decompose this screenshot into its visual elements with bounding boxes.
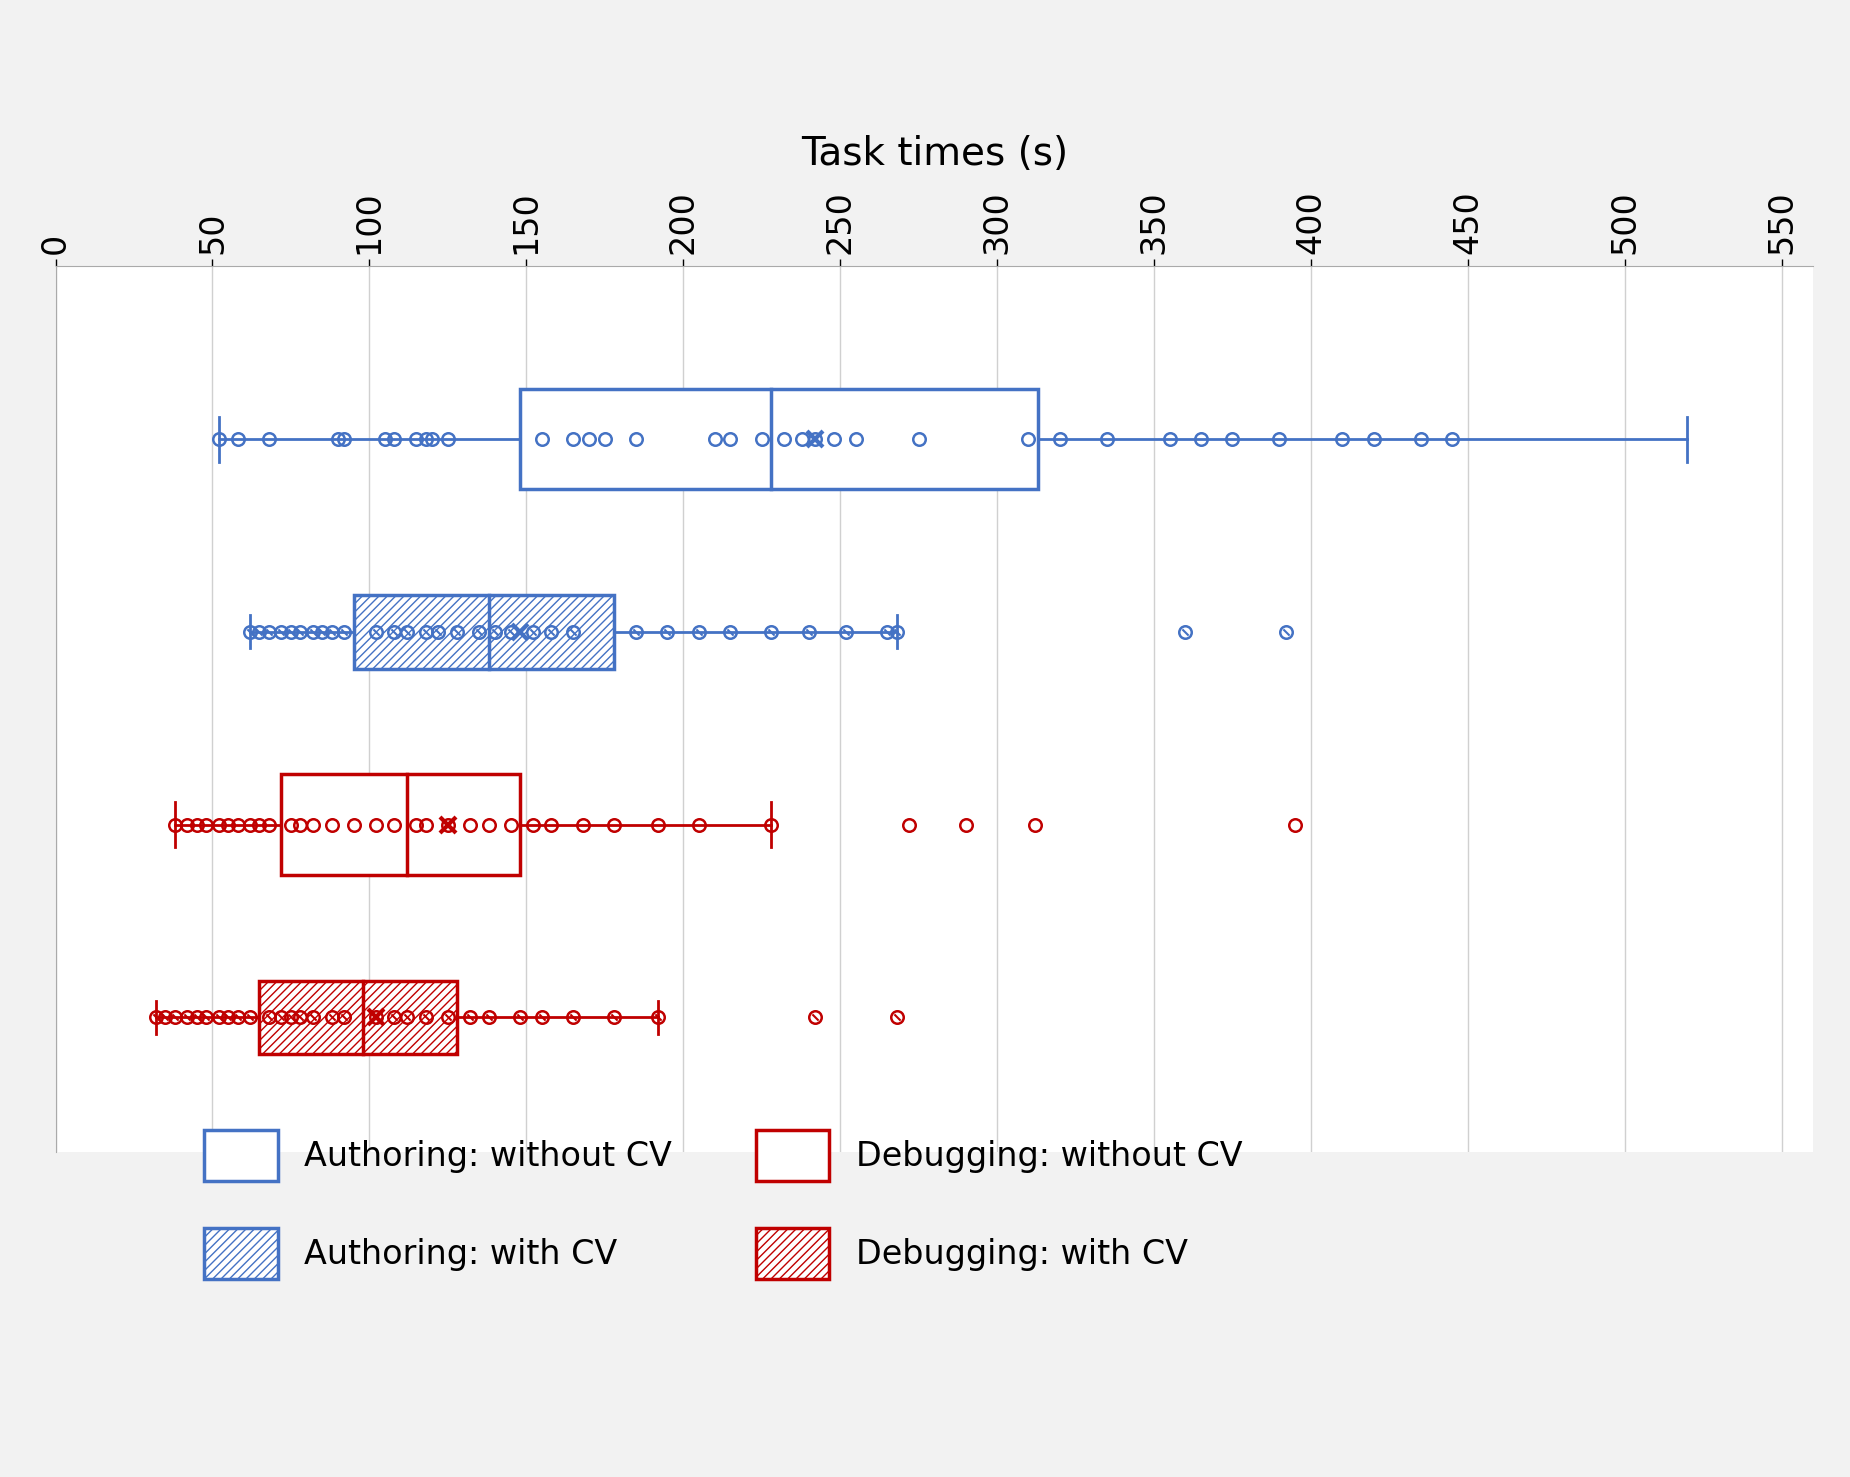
Bar <box>281 774 520 874</box>
X-axis label: Task times (s): Task times (s) <box>801 136 1067 173</box>
Bar <box>259 981 457 1053</box>
Bar <box>353 595 614 669</box>
Bar <box>353 595 614 669</box>
Legend: Authoring: without CV, Authoring: with CV, Debugging: without CV, Debugging: wit: Authoring: without CV, Authoring: with C… <box>170 1096 1276 1313</box>
Bar <box>259 981 457 1053</box>
Bar <box>520 388 1038 489</box>
